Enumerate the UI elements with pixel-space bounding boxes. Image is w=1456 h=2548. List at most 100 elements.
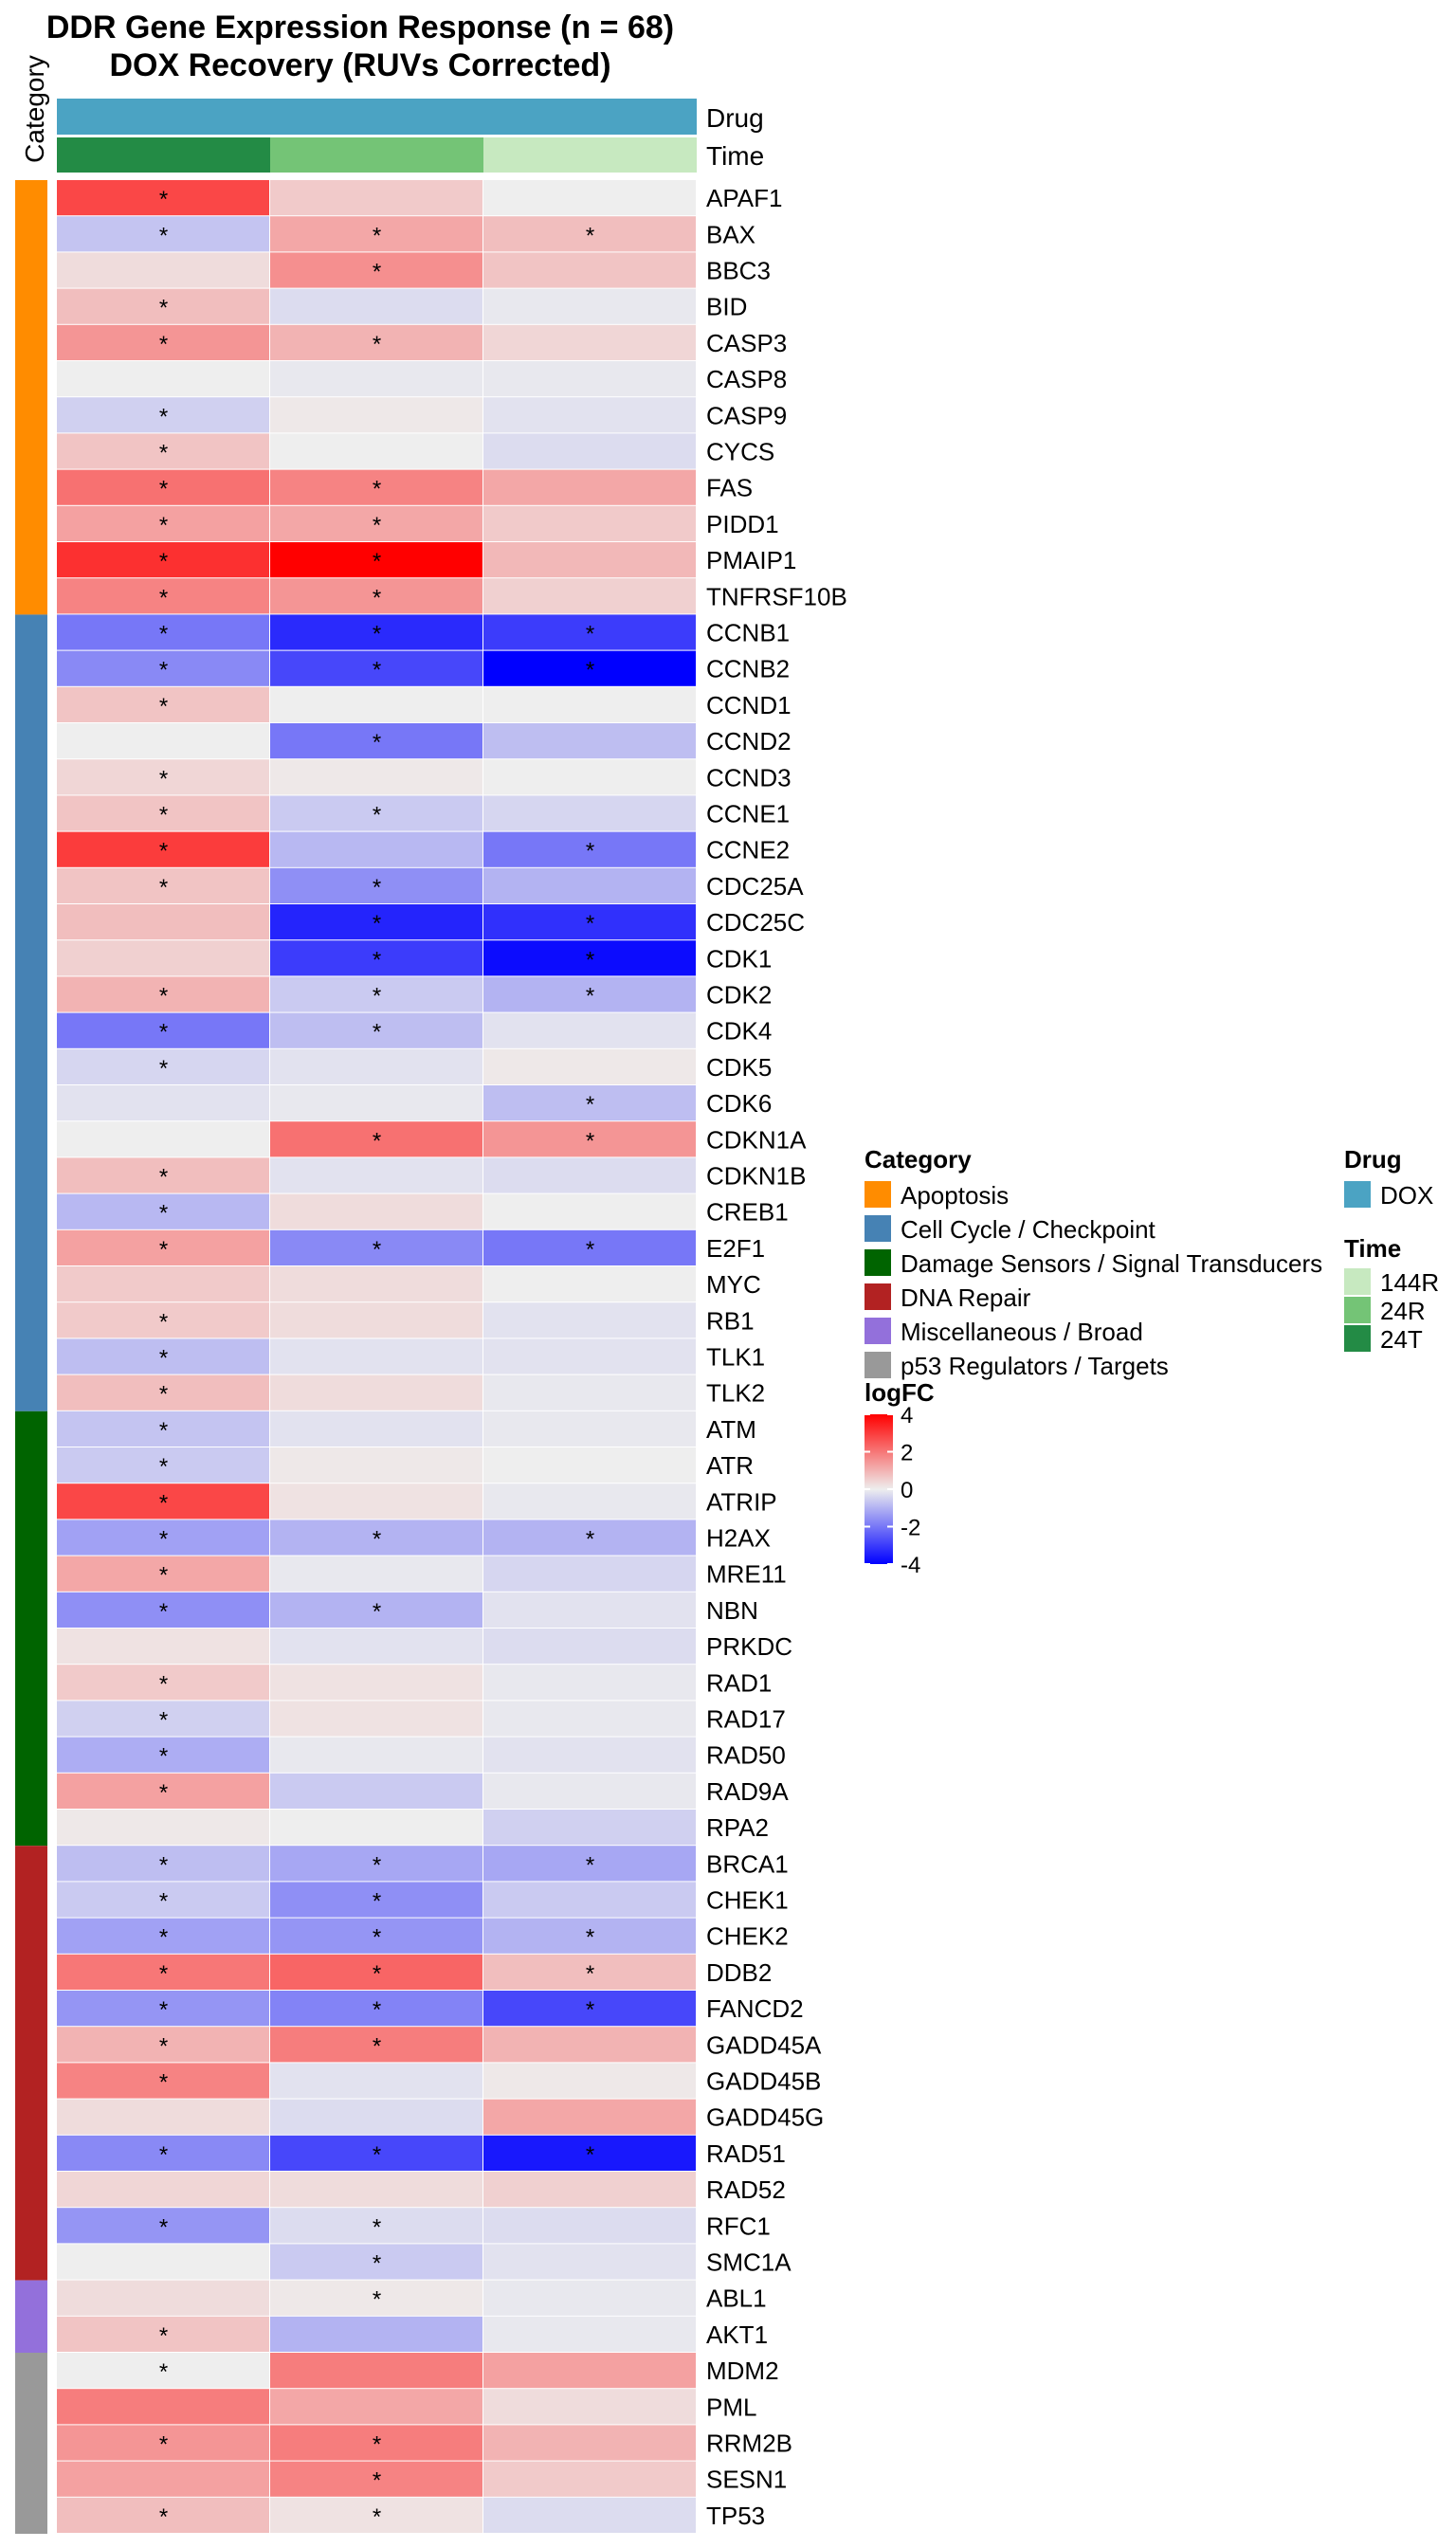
heatmap-cell xyxy=(57,2244,269,2280)
significance-marker: * xyxy=(586,1925,594,1951)
significance-marker: * xyxy=(586,1092,594,1118)
heatmap-cell xyxy=(483,2208,696,2244)
heatmap-cell xyxy=(483,1882,696,1918)
heatmap-cell xyxy=(57,2099,269,2135)
significance-marker: * xyxy=(373,513,381,538)
heatmap-cell xyxy=(57,324,269,360)
heatmap-cell xyxy=(270,2063,482,2099)
heatmap-cell xyxy=(270,288,482,324)
significance-marker: * xyxy=(159,2504,168,2530)
significance-marker: * xyxy=(586,984,594,1010)
drug-legend-title: Drug xyxy=(1344,1145,1402,1174)
significance-marker: * xyxy=(159,2033,168,2059)
heatmap-cell xyxy=(270,505,482,541)
heatmap-cell xyxy=(57,2353,269,2389)
category-bar-label: Category xyxy=(20,55,49,163)
gene-label: CHEK1 xyxy=(706,1886,789,1915)
heatmap-cell xyxy=(270,1338,482,1374)
heatmap-cell xyxy=(483,904,696,940)
heatmap-cell xyxy=(57,1410,269,1447)
gene-label: CDK2 xyxy=(706,981,772,1010)
significance-marker: * xyxy=(159,622,168,647)
heatmap-cell xyxy=(270,324,482,360)
significance-marker: * xyxy=(159,296,168,321)
heatmap-cell xyxy=(270,397,482,433)
gene-label: CDKN1B xyxy=(706,1162,806,1191)
heatmap-cell xyxy=(57,2461,269,2497)
drug-annotation-cell xyxy=(483,99,697,135)
significance-marker: * xyxy=(159,1599,168,1625)
heatmap-cell xyxy=(270,1737,482,1773)
heatmap-cell xyxy=(483,1918,696,1954)
heatmap-cell xyxy=(270,1520,482,1556)
heatmap-cell xyxy=(270,1374,482,1410)
heatmap-cell xyxy=(270,2461,482,2497)
heatmap-cell xyxy=(270,1629,482,1665)
significance-marker: * xyxy=(159,2432,168,2458)
heatmap-cell xyxy=(483,542,696,578)
heatmap-cell xyxy=(483,216,696,252)
heatmap-cell xyxy=(270,795,482,831)
gene-label: CDK5 xyxy=(706,1053,772,1082)
significance-marker: * xyxy=(373,549,381,574)
gene-label: SMC1A xyxy=(706,2248,792,2277)
category-legend-label: p53 Regulators / Targets xyxy=(901,1352,1169,1380)
significance-marker: * xyxy=(159,1852,168,1878)
gene-label: RAD17 xyxy=(706,1705,786,1734)
heatmap-cell xyxy=(483,469,696,505)
gene-label: CCNE1 xyxy=(706,800,790,828)
heatmap-cell xyxy=(270,1048,482,1084)
heatmap-cell xyxy=(57,2208,269,2244)
heatmap-cell xyxy=(483,1592,696,1628)
heatmap-cell xyxy=(483,2316,696,2352)
heatmap-cell xyxy=(270,1193,482,1229)
gene-label: CDK6 xyxy=(706,1089,772,1118)
significance-marker: * xyxy=(586,1961,594,1987)
heatmap-cell xyxy=(270,2280,482,2316)
heatmap-cell xyxy=(270,1447,482,1483)
heatmap-cell xyxy=(57,650,269,686)
gene-label: GADD45G xyxy=(706,2103,824,2132)
heatmap-cell xyxy=(483,433,696,469)
heatmap-cell xyxy=(57,1665,269,1701)
heatmap-cell xyxy=(270,1592,482,1628)
gene-label: PMAIP1 xyxy=(706,546,796,574)
category-legend-swatch xyxy=(864,1181,891,1208)
heatmap-cell xyxy=(270,1085,482,1121)
time-legend-swatch xyxy=(1344,1297,1371,1323)
heatmap-cell xyxy=(483,1954,696,1990)
heatmap-cell xyxy=(270,469,482,505)
heatmap-cell xyxy=(57,288,269,324)
significance-marker: * xyxy=(373,911,381,937)
heatmap-cell xyxy=(270,252,482,288)
significance-marker: * xyxy=(159,766,168,792)
gene-label: BID xyxy=(706,293,747,321)
heatmap-cell xyxy=(270,1121,482,1157)
heatmap-cell xyxy=(483,1266,696,1302)
heatmap-cell xyxy=(483,1374,696,1410)
heatmap-cell xyxy=(57,1193,269,1229)
heatmap-cell xyxy=(483,1012,696,1048)
category-bar-segment xyxy=(15,2280,47,2353)
heatmap-cell xyxy=(483,505,696,541)
significance-marker: * xyxy=(159,1056,168,1082)
significance-marker: * xyxy=(373,332,381,357)
significance-marker: * xyxy=(586,947,594,973)
heatmap-cell xyxy=(57,2425,269,2461)
heatmap-cell xyxy=(57,1520,269,1556)
gene-label: PRKDC xyxy=(706,1632,792,1661)
heatmap-cell xyxy=(270,2389,482,2425)
logfc-legend-title: logFC xyxy=(864,1378,935,1407)
gene-labels: APAF1 BAX BBC3 BID CASP3 CASP8 CASP9 CYCS FAS PID… xyxy=(706,184,847,2530)
gene-label: CDK1 xyxy=(706,944,772,973)
significance-marker: * xyxy=(159,2214,168,2240)
gene-label: TLK1 xyxy=(706,1343,765,1372)
heatmap-cell xyxy=(483,578,696,614)
significance-marker: * xyxy=(159,1346,168,1372)
heatmap-cell xyxy=(270,1665,482,1701)
heatmap-cell xyxy=(57,795,269,831)
heatmap-cell xyxy=(270,2135,482,2171)
heatmap-cell xyxy=(57,505,269,541)
gene-label: ATM xyxy=(706,1415,756,1444)
heatmap-cell xyxy=(483,1665,696,1701)
